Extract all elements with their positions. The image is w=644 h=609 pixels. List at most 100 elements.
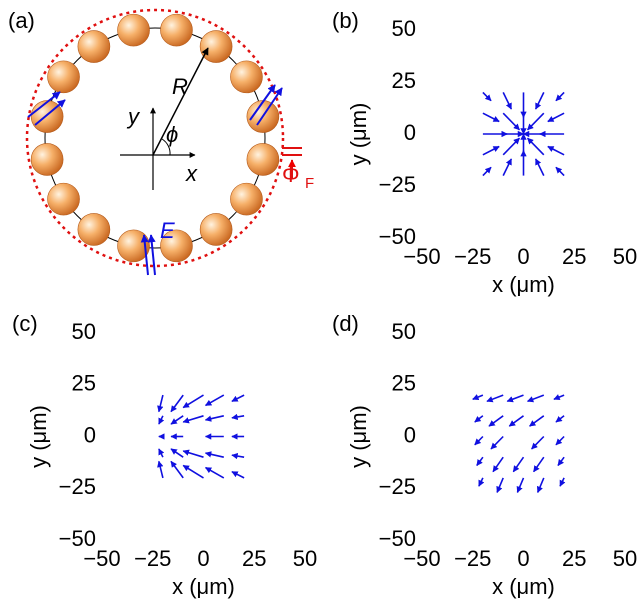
y-tick-label: 0 — [404, 120, 416, 145]
field-arrows — [28, 85, 282, 275]
arrow — [509, 416, 523, 426]
arrow — [183, 395, 203, 407]
y-label: y — [126, 104, 141, 129]
ring — [45, 28, 265, 248]
arrow — [183, 416, 203, 422]
atom — [160, 14, 192, 46]
arrow — [475, 437, 483, 445]
arrow — [487, 395, 503, 401]
figure: (a) R y x ϕ E Φ F (b) −50 −25 0 25 50 −50 −25 0 2… — [0, 0, 644, 604]
x-label: x — [185, 161, 198, 186]
y-tick-label: −25 — [59, 474, 96, 499]
arrow — [517, 478, 523, 492]
y-tick-label: 25 — [392, 68, 416, 93]
atom — [48, 61, 80, 93]
y-axis-label: y (μm) — [346, 103, 371, 166]
panel-label: (b) — [332, 8, 359, 33]
y-tick-label: −50 — [379, 224, 416, 249]
arrow — [171, 395, 183, 412]
arrow — [475, 416, 483, 422]
y-axis-label: y (μm) — [26, 405, 51, 468]
x-axis-label: x (μm) — [492, 574, 555, 599]
panel-label: (a) — [8, 8, 35, 33]
x-tick-label: 0 — [517, 244, 529, 269]
arrow — [534, 457, 544, 471]
arrow — [491, 437, 503, 449]
arrow — [528, 138, 544, 155]
y-tick-label: −50 — [59, 526, 96, 551]
arrow — [532, 437, 544, 449]
arrow — [503, 113, 519, 130]
y-tick-label: 50 — [72, 319, 96, 344]
arrow — [159, 449, 163, 457]
atom — [78, 213, 110, 245]
atom — [78, 31, 110, 63]
atom — [230, 61, 262, 93]
arrow — [483, 146, 499, 154]
y-tick-label: −50 — [379, 526, 416, 551]
atom — [247, 143, 279, 175]
y-axis-label: y (μm) — [346, 405, 371, 468]
flux-boundary — [27, 10, 283, 266]
arrow — [183, 465, 203, 477]
atom — [31, 143, 63, 175]
arrow — [503, 159, 511, 176]
y-tick-label: 0 — [84, 422, 96, 447]
arrow — [530, 416, 544, 426]
panel-label: (d) — [332, 311, 359, 336]
arrow — [503, 92, 511, 109]
x-axis-label: x (μm) — [492, 272, 555, 297]
arrow — [556, 92, 564, 100]
x-tick-label: −25 — [454, 244, 491, 269]
atoms — [31, 14, 279, 262]
x-tick-label: 25 — [242, 546, 266, 571]
arrow — [171, 449, 183, 457]
arrow — [558, 457, 564, 465]
arrow — [536, 159, 544, 176]
arrow — [483, 167, 491, 175]
arrow — [497, 478, 503, 492]
arrow — [489, 416, 503, 426]
panel-label: (c) — [12, 311, 38, 336]
y-tick-label: 25 — [392, 371, 416, 396]
arrow — [560, 478, 564, 486]
y-tick-label: 50 — [392, 319, 416, 344]
arrow — [483, 92, 491, 100]
y-tick-label: −25 — [379, 474, 416, 499]
arrow — [171, 416, 183, 424]
atom — [200, 31, 232, 63]
arrow — [232, 395, 244, 401]
arrow — [473, 395, 483, 399]
arrow — [183, 451, 203, 457]
arrow — [477, 457, 483, 465]
arrow — [507, 395, 523, 401]
x-tick-label: 0 — [197, 546, 209, 571]
arrow — [513, 457, 523, 471]
arrow — [538, 478, 544, 492]
arrow — [493, 457, 503, 471]
x-tick-label: 50 — [613, 546, 637, 571]
arrow — [159, 395, 163, 412]
x-axis-label: x (μm) — [172, 574, 235, 599]
x-tick-label: 0 — [517, 546, 529, 571]
ring-diagram: (a) R y x ϕ E Φ F — [8, 8, 314, 275]
atom — [118, 14, 150, 46]
x-tick-label: 50 — [293, 546, 317, 571]
arrow — [232, 472, 244, 478]
flux-subscript: F — [305, 175, 314, 192]
x-tick-label: −25 — [134, 546, 171, 571]
atom — [230, 183, 262, 215]
arrow — [556, 437, 564, 445]
arrow — [232, 455, 244, 457]
arrow — [554, 395, 564, 399]
x-tick-label: 50 — [613, 244, 637, 269]
arrow — [556, 167, 564, 175]
flux-label: Φ — [282, 162, 300, 187]
arrow — [171, 461, 183, 478]
y-tick-label: 0 — [404, 422, 416, 447]
arrow — [528, 395, 544, 401]
arrow — [503, 138, 519, 155]
arrow — [206, 453, 224, 457]
arrow — [548, 113, 564, 121]
y-tick-label: 50 — [392, 16, 416, 41]
